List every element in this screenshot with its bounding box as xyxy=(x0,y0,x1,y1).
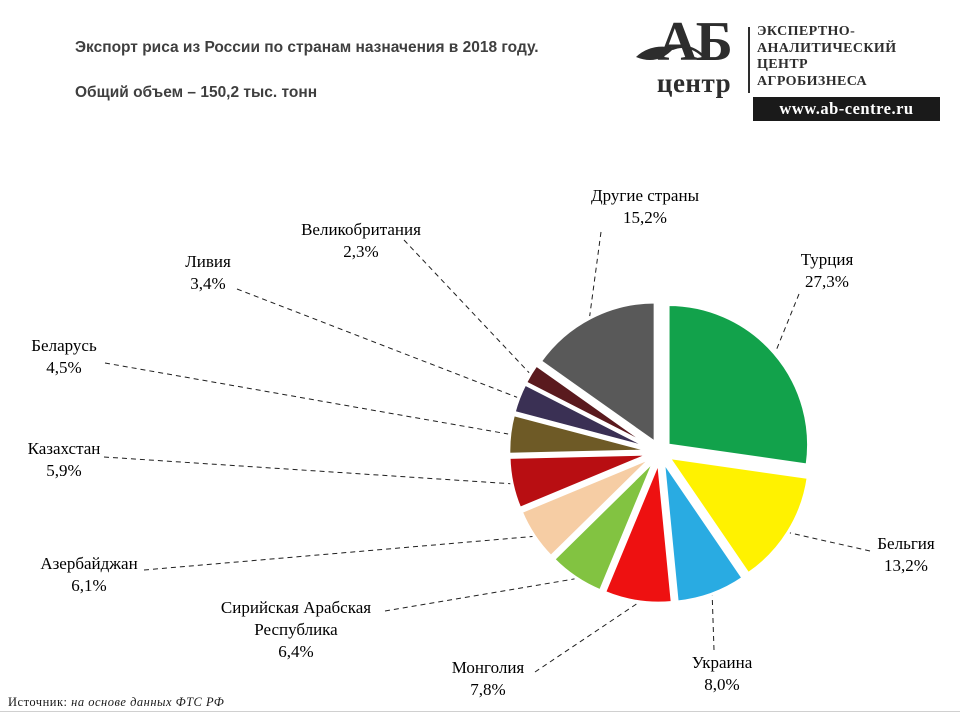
leader-line-2 xyxy=(711,595,715,651)
slice-label-name: Казахстан xyxy=(27,439,101,458)
logo-org-line: АГРОБИЗНЕСА xyxy=(757,73,868,89)
slice-label-name: Бельгия xyxy=(877,534,935,553)
pie-slice-6 xyxy=(508,453,650,510)
slice-label: Турция 27,3% xyxy=(772,249,882,293)
slice-label: Ливия 3,4% xyxy=(153,251,263,295)
leaf-icon xyxy=(636,45,703,60)
bottom-divider xyxy=(0,711,960,712)
slice-label-pct: 3,4% xyxy=(190,274,226,293)
slice-label-pct: 15,2% xyxy=(623,208,667,227)
slice-label-name: Монголия xyxy=(451,658,525,677)
slice-label: Великобритания 2,3% xyxy=(271,219,451,263)
slice-label-pct: 8,0% xyxy=(704,675,740,694)
pie-slice-10 xyxy=(538,300,657,445)
logo-url: www.ab-centre.ru xyxy=(753,97,940,121)
logo-org-line: ЭКСПЕРТНО- xyxy=(757,24,856,39)
slice-label-pct: 5,9% xyxy=(46,461,82,480)
leader-line-6 xyxy=(103,456,511,485)
slice-label-name: Азербайджан xyxy=(40,554,138,573)
leader-line-9 xyxy=(403,239,530,374)
source-text: на основе данных ФТС РФ xyxy=(71,695,225,709)
leader-line-1 xyxy=(789,532,871,552)
pie-slice-0 xyxy=(667,303,810,467)
slice-label-name: Беларусь xyxy=(31,336,97,355)
leader-line-4 xyxy=(384,578,575,612)
slice-label-name: Великобритания xyxy=(301,220,421,239)
slice-label: Беларусь 4,5% xyxy=(0,335,134,379)
slice-label-name: Ливия xyxy=(185,252,231,271)
slice-label-pct: 7,8% xyxy=(470,680,506,699)
logo-org-name: ЭКСПЕРТНО- АНАЛИТИЧЕСКИЙ ЦЕНТР АГРОБИЗНЕ… xyxy=(757,24,897,90)
pie-slice-8 xyxy=(512,382,651,450)
slice-label-name: Украина xyxy=(691,653,753,672)
slice-label-pct: 27,3% xyxy=(805,272,849,291)
pie-slice-1 xyxy=(666,456,810,576)
slice-label: Сирийская Арабская Республика 6,4% xyxy=(199,597,394,663)
logo-divider xyxy=(748,27,750,93)
logo-org-line: ЦЕНТР xyxy=(757,57,809,72)
pie-slice-5 xyxy=(519,456,652,558)
slice-label-pct: 6,4% xyxy=(278,642,314,661)
logo-abbr-sub: центр xyxy=(656,68,732,98)
source-note: Источник: на основе данных ФТС РФ xyxy=(8,695,224,710)
slice-label-pct: 13,2% xyxy=(884,556,928,575)
leader-line-8 xyxy=(236,288,518,398)
chart-title: Экспорт риса из России по странам назнач… xyxy=(75,39,539,56)
leader-line-7 xyxy=(104,362,509,435)
pie-slice-9 xyxy=(524,363,652,448)
slice-label: Монголия 7,8% xyxy=(428,657,548,701)
pie-slice-3 xyxy=(603,462,674,605)
slice-label-name: Сирийская Арабская Республика xyxy=(220,598,372,639)
leader-line-5 xyxy=(143,536,533,571)
chart-subtitle: Общий объем – 150,2 тыс. тонн xyxy=(75,84,318,101)
source-prefix: Источник: xyxy=(8,695,68,709)
slice-label: Бельгия 13,2% xyxy=(851,533,960,577)
leader-line-10 xyxy=(589,231,602,317)
slice-label: Украина 8,0% xyxy=(667,652,777,696)
logo-org-line: АНАЛИТИЧЕСКИЙ xyxy=(757,40,897,56)
slice-label-name: Турция xyxy=(800,250,854,269)
slice-label-pct: 6,1% xyxy=(71,576,107,595)
leader-line-0 xyxy=(775,293,800,352)
slice-label: Другие страны 15,2% xyxy=(565,185,725,229)
pie-slice-7 xyxy=(507,413,650,456)
slice-label-pct: 4,5% xyxy=(46,358,82,377)
slice-label-pct: 2,3% xyxy=(343,242,379,261)
slice-label-name: Другие страны xyxy=(591,186,699,205)
slice-label: Казахстан 5,9% xyxy=(0,438,134,482)
slice-label: Азербайджан 6,1% xyxy=(9,553,169,597)
pie-slice-2 xyxy=(662,461,745,604)
leader-line-3 xyxy=(534,602,638,673)
pie-slice-4 xyxy=(552,460,656,593)
logo-abbr: АБ xyxy=(657,11,732,73)
